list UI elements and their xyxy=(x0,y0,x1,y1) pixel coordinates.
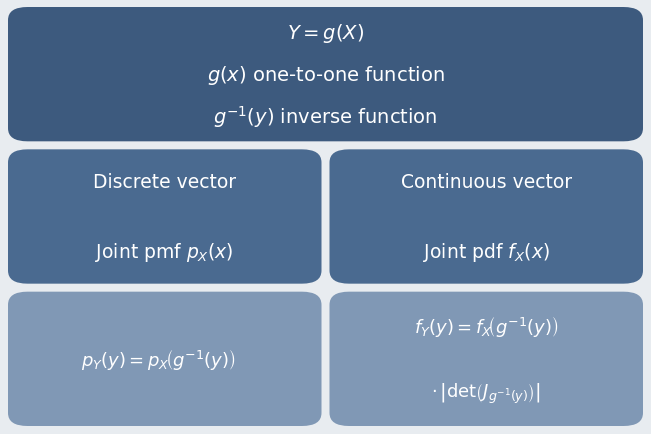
FancyBboxPatch shape xyxy=(329,292,643,426)
Text: $g^{-1}(y)$ inverse function: $g^{-1}(y)$ inverse function xyxy=(214,104,437,129)
Text: $f_Y(y) = f_X\!\left(g^{-1}(y)\right)$: $f_Y(y) = f_X\!\left(g^{-1}(y)\right)$ xyxy=(414,313,559,338)
FancyBboxPatch shape xyxy=(8,8,643,142)
Text: $\cdot\,\left|\det\!\left(J_{g^{-1}(y)}\right)\right|$: $\cdot\,\left|\det\!\left(J_{g^{-1}(y)}\… xyxy=(432,380,541,404)
Text: $Y = g(X)$: $Y = g(X)$ xyxy=(287,22,364,45)
FancyBboxPatch shape xyxy=(8,150,322,284)
FancyBboxPatch shape xyxy=(8,292,322,426)
Text: Continuous vector: Continuous vector xyxy=(400,173,572,192)
Text: Joint pmf $p_X(x)$: Joint pmf $p_X(x)$ xyxy=(96,240,234,263)
Text: $g(x)$ one-to-one function: $g(x)$ one-to-one function xyxy=(206,63,445,86)
Text: Discrete vector: Discrete vector xyxy=(93,173,236,192)
Text: Joint pdf $f_X(x)$: Joint pdf $f_X(x)$ xyxy=(422,240,549,263)
Text: $p_Y(y) = p_X\!\left(g^{-1}(y)\right)$: $p_Y(y) = p_X\!\left(g^{-1}(y)\right)$ xyxy=(81,346,236,372)
FancyBboxPatch shape xyxy=(329,150,643,284)
